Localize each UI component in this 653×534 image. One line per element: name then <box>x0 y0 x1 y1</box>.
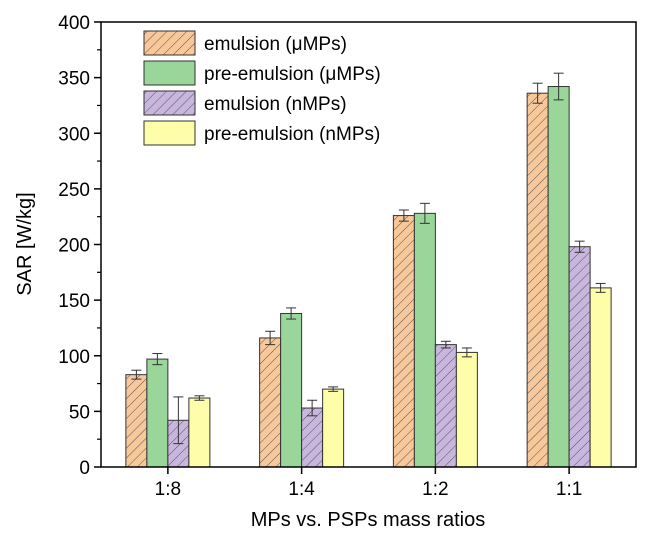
legend-label: pre-emulsion (μMPs) <box>204 64 381 85</box>
legend-label: emulsion (μMPs) <box>204 34 347 55</box>
bar-1-4-series-1 <box>259 337 282 468</box>
error-bar-1-4-series-4 <box>328 386 339 392</box>
error-bar-1-1-series-4 <box>595 282 606 293</box>
bar-1-2-series-3 <box>434 344 457 468</box>
x-axis-title: MPs vs. PSPs mass ratios <box>251 509 486 531</box>
bar-1-1-series-4 <box>589 287 612 468</box>
bar-1-4-series-3 <box>301 407 324 468</box>
error-bar-1-8-series-3 <box>173 396 184 445</box>
y-tick-label: 50 <box>69 402 90 423</box>
bar-1-2-series-1 <box>392 215 415 468</box>
error-bar-1-2-series-1 <box>398 209 409 222</box>
y-tick-label: 100 <box>58 347 90 368</box>
bar-1-1-series-2 <box>547 86 570 468</box>
bar-1-8-series-1 <box>125 374 148 468</box>
error-bar-1-4-series-1 <box>265 330 276 346</box>
error-bar-1-4-series-3 <box>307 399 318 417</box>
legend-swatch <box>143 90 196 116</box>
y-tick-label: 400 <box>58 13 90 34</box>
y-tick-label: 200 <box>58 236 90 257</box>
error-bar-1-1-series-1 <box>532 82 543 104</box>
legend-swatch <box>143 120 196 146</box>
legend: emulsion (μMPs) pre-emulsion (μMPs) emulsi… <box>143 30 381 146</box>
legend-label: emulsion (nMPs) <box>204 94 347 115</box>
bar-1-2-series-4 <box>455 351 478 468</box>
error-bar-1-2-series-4 <box>461 347 472 358</box>
error-bar-1-4-series-2 <box>286 307 297 320</box>
bar-1-4-series-4 <box>322 388 345 468</box>
error-bar-1-2-series-2 <box>419 202 430 224</box>
y-tick-label: 350 <box>58 69 90 90</box>
bar-1-8-series-4 <box>188 397 211 468</box>
legend-swatch <box>143 60 196 86</box>
bar-1-4-series-2 <box>280 312 303 468</box>
x-tick-label: 1:8 <box>155 479 181 500</box>
y-axis-title: SAR [W/kg] <box>14 192 36 295</box>
legend-label: pre-emulsion (nMPs) <box>204 124 380 145</box>
error-bar-1-2-series-3 <box>440 340 451 349</box>
error-bar-1-8-series-2 <box>152 353 163 366</box>
x-tick-label: 1:2 <box>422 479 448 500</box>
y-tick-label: 150 <box>58 291 90 312</box>
error-bar-1-1-series-3 <box>574 240 585 253</box>
x-tick-label: 1:1 <box>556 479 582 500</box>
error-bar-1-8-series-4 <box>194 395 205 401</box>
bar-1-2-series-2 <box>413 212 436 468</box>
bar-1-1-series-1 <box>526 92 549 468</box>
y-tick-label: 250 <box>58 180 90 201</box>
bars <box>125 72 612 468</box>
x-tick-label: 1:4 <box>288 479 315 500</box>
y-tick-label: 0 <box>79 458 90 479</box>
legend-swatch <box>143 30 196 56</box>
error-bar-1-1-series-2 <box>553 72 564 101</box>
error-bar-1-8-series-1 <box>131 369 142 380</box>
bar-1-8-series-2 <box>146 358 169 468</box>
y-tick-label: 300 <box>58 124 90 145</box>
axes: 0 50 100 150 200 250 300 350 400 1:8 1:4 1:2 1:1 <box>58 13 637 500</box>
bar-1-1-series-3 <box>568 246 591 468</box>
